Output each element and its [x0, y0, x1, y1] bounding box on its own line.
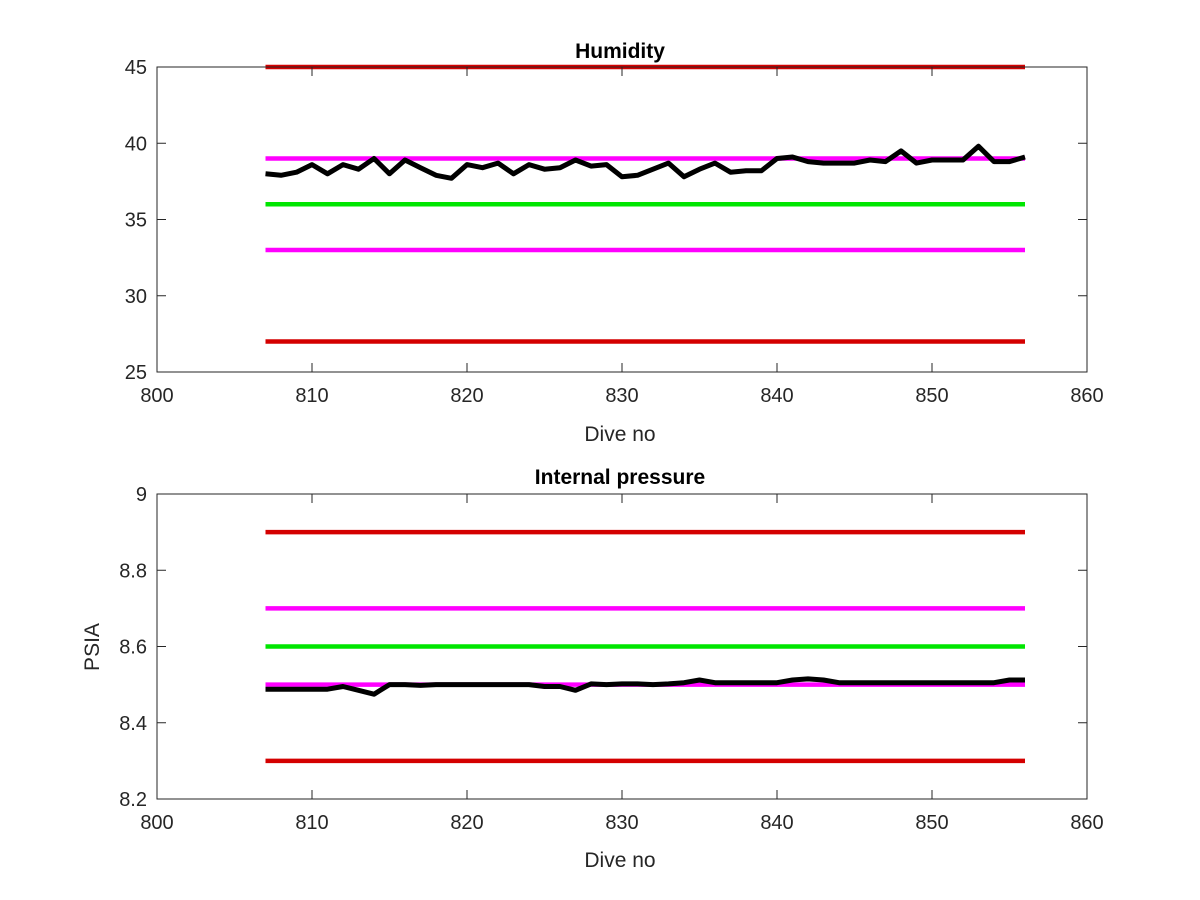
y-tick-label: 8.8 [119, 560, 147, 582]
x-tick-label: 820 [450, 812, 483, 834]
y-tick-label: 8.2 [119, 789, 147, 811]
y-tick-label: 8.4 [119, 713, 147, 735]
y-tick-label: 40 [125, 133, 147, 155]
humidity-chart: Humidity Dive no 800 810 820 830 840 850 860 25… [125, 40, 1104, 446]
x-tick-label: 860 [1070, 385, 1103, 407]
y-tick-label: 8.6 [119, 637, 147, 659]
x-axis-label: Dive no [584, 423, 655, 446]
y-tick-label: 9 [136, 484, 147, 506]
x-tick-label: 850 [915, 385, 948, 407]
y-axis-label: PSIA [81, 623, 104, 671]
x-tick-label: 830 [605, 812, 638, 834]
plot-area: 800 810 820 830 840 850 860 25 30 35 40 45 [125, 57, 1104, 407]
y-tick-label: 35 [125, 210, 147, 232]
x-tick-label: 800 [140, 385, 173, 407]
chart-title: Internal pressure [535, 466, 705, 489]
y-tick-label: 30 [125, 286, 147, 308]
x-tick-label: 840 [760, 812, 793, 834]
x-tick-label: 850 [915, 812, 948, 834]
x-tick-label: 860 [1070, 812, 1103, 834]
x-axis-label: Dive no [584, 849, 655, 872]
x-tick-label: 830 [605, 385, 638, 407]
x-tick-label: 810 [295, 812, 328, 834]
y-tick-label: 25 [125, 362, 147, 384]
data-series-line [265, 676, 1025, 697]
x-tick-label: 840 [760, 385, 793, 407]
y-tick-label: 45 [125, 57, 147, 79]
x-tick-label: 820 [450, 385, 483, 407]
internal-pressure-chart: Internal pressure Dive no PSIA 800 810 820… [81, 466, 1104, 872]
data-series-line [265, 143, 1026, 181]
x-tick-label: 800 [140, 812, 173, 834]
chart-title: Humidity [575, 40, 665, 63]
x-tick-label: 810 [295, 385, 328, 407]
plot-area: 800 810 820 830 840 850 860 8.2 8.4 8.6 8.8 9 [119, 484, 1104, 834]
